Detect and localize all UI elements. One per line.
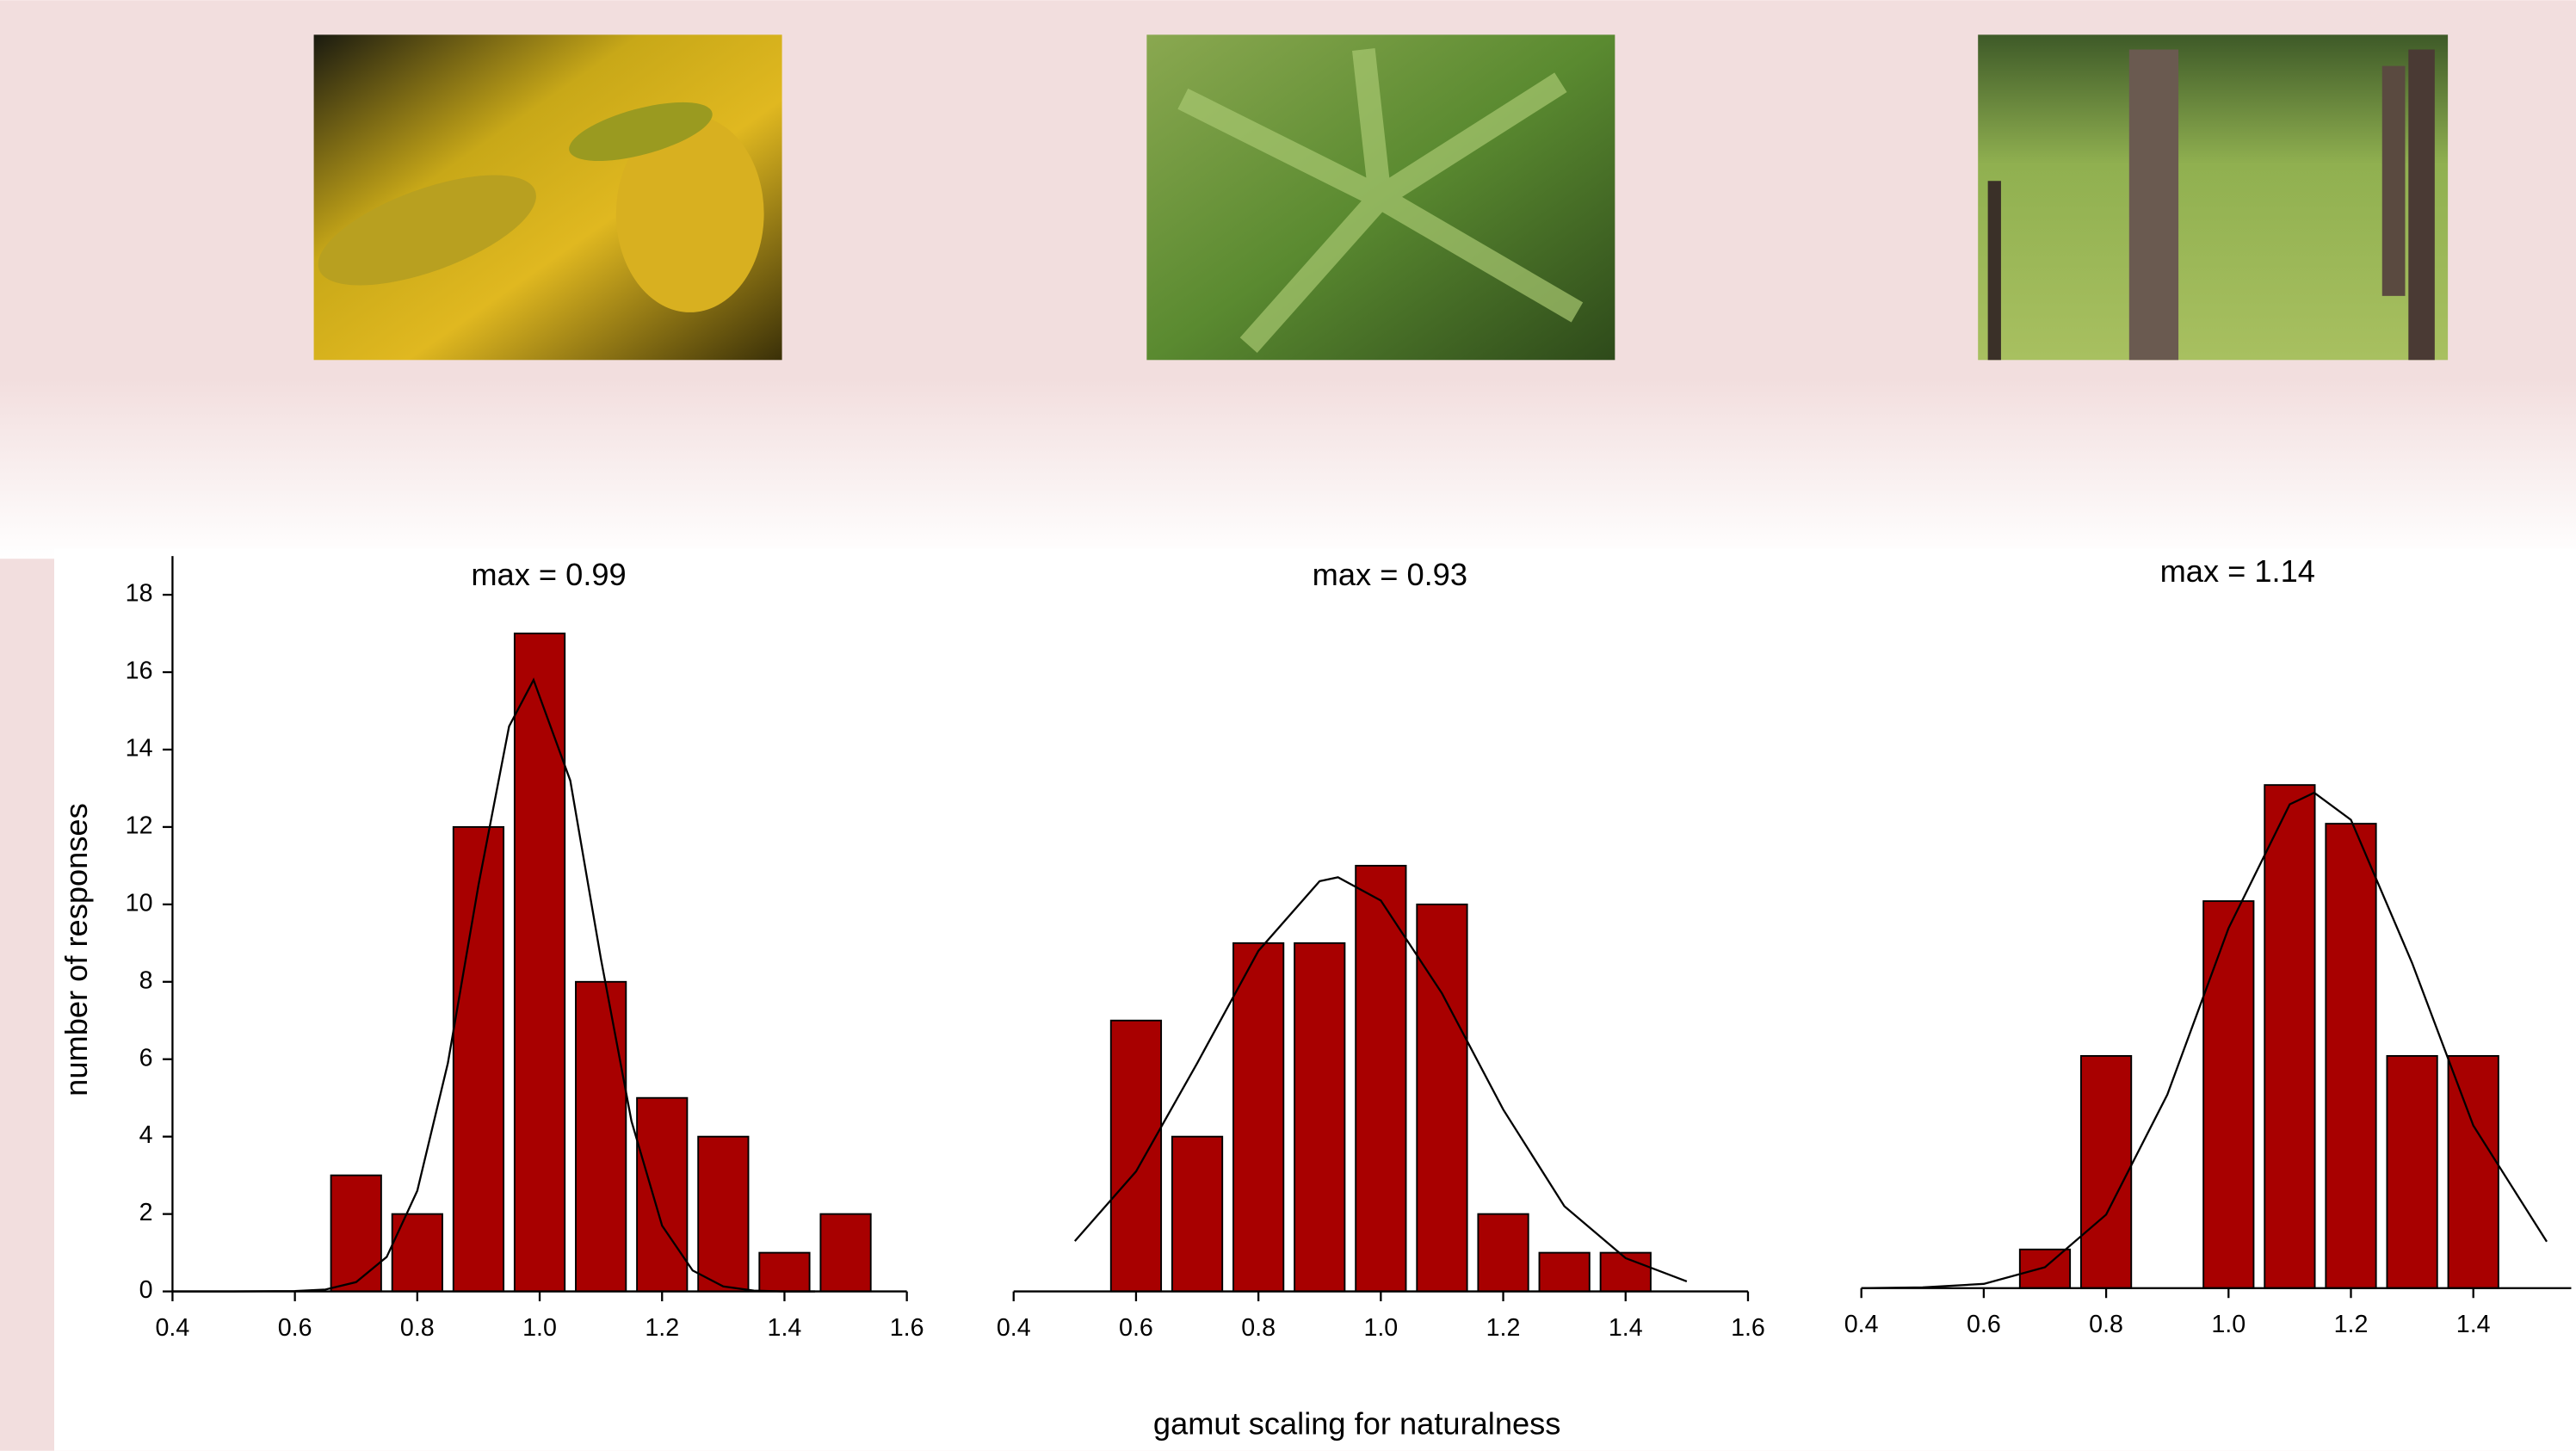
bar bbox=[331, 1176, 381, 1292]
x-tick-label: 1.4 bbox=[2456, 1311, 2491, 1338]
x-tick-label: 0.6 bbox=[1967, 1311, 2001, 1338]
x-tick-label: 0.6 bbox=[1119, 1314, 1153, 1342]
y-tick-label: 0 bbox=[139, 1276, 153, 1304]
bar bbox=[2203, 901, 2253, 1288]
background-fade bbox=[0, 378, 2576, 559]
bar bbox=[2264, 785, 2314, 1288]
x-tick-label: 1.4 bbox=[1609, 1314, 1643, 1342]
bar bbox=[392, 1214, 442, 1292]
x-tick-label: 0.4 bbox=[1844, 1311, 1879, 1338]
bar bbox=[1172, 1137, 1222, 1292]
y-tick-label: 4 bbox=[139, 1121, 153, 1149]
bar bbox=[1294, 943, 1344, 1292]
y-tick-label: 2 bbox=[139, 1199, 153, 1226]
x-tick-label: 1.4 bbox=[768, 1314, 802, 1342]
bar bbox=[2449, 1056, 2499, 1288]
photo-fern bbox=[1146, 34, 1615, 360]
y-tick-label: 12 bbox=[126, 812, 153, 839]
x-tick-label: 1.0 bbox=[1363, 1314, 1398, 1342]
figure: max = 0.99 0.4 0.6 0.8 1.0 1.2 1.4 1.6 0 2 4 6 8 10 12… bbox=[0, 0, 2576, 1451]
y-tick-label: 8 bbox=[139, 966, 153, 994]
x-tick-label: 0.8 bbox=[1241, 1314, 1276, 1342]
bar bbox=[2081, 1056, 2131, 1288]
x-tick-label: 0.4 bbox=[997, 1314, 1031, 1342]
bar bbox=[1417, 905, 1467, 1292]
chart-title: max = 0.99 bbox=[471, 557, 626, 592]
bar bbox=[515, 633, 565, 1292]
y-tick-label: 18 bbox=[126, 580, 153, 608]
bar bbox=[1111, 1021, 1161, 1292]
x-tick-label: 1.0 bbox=[522, 1314, 557, 1342]
bar bbox=[1478, 1214, 1528, 1292]
bar bbox=[1356, 866, 1405, 1292]
x-tick-label: 1.2 bbox=[645, 1314, 679, 1342]
x-tick-label: 1.2 bbox=[1486, 1314, 1521, 1342]
bar bbox=[820, 1214, 870, 1292]
x-tick-label: 1.2 bbox=[2334, 1311, 2369, 1338]
x-tick-label: 1.6 bbox=[890, 1314, 924, 1342]
bar bbox=[1540, 1253, 1590, 1292]
bar bbox=[2387, 1056, 2437, 1288]
y-tick-label: 6 bbox=[139, 1044, 153, 1071]
x-axis-label: gamut scaling for naturalness bbox=[1153, 1406, 1561, 1442]
chart-title: max = 0.93 bbox=[1313, 557, 1467, 592]
y-tick-label: 14 bbox=[126, 735, 153, 763]
photo-trees bbox=[1978, 34, 2448, 360]
y-tick-label: 10 bbox=[126, 889, 153, 917]
bar bbox=[759, 1253, 809, 1292]
x-tick-label: 0.8 bbox=[400, 1314, 435, 1342]
chart-title: max = 1.14 bbox=[2160, 553, 2315, 589]
x-tick-label: 0.6 bbox=[278, 1314, 312, 1342]
bar bbox=[1233, 943, 1283, 1292]
photo-lily bbox=[305, 34, 781, 360]
bar bbox=[576, 982, 626, 1292]
bar bbox=[698, 1137, 748, 1292]
bar bbox=[2020, 1250, 2070, 1288]
y-tick-label: 16 bbox=[126, 658, 153, 685]
bar bbox=[637, 1098, 687, 1292]
bar bbox=[2326, 824, 2375, 1288]
x-tick-label: 0.8 bbox=[2089, 1311, 2123, 1338]
page: {"chart_data": [ {"type": "histogram", "… bbox=[0, 0, 2576, 1451]
bar bbox=[454, 827, 503, 1292]
x-tick-label: 1.6 bbox=[1731, 1314, 1765, 1342]
x-tick-label: 1.0 bbox=[2211, 1311, 2246, 1338]
x-tick-label: 0.4 bbox=[156, 1314, 190, 1342]
y-axis-label: number of responses bbox=[59, 803, 94, 1096]
